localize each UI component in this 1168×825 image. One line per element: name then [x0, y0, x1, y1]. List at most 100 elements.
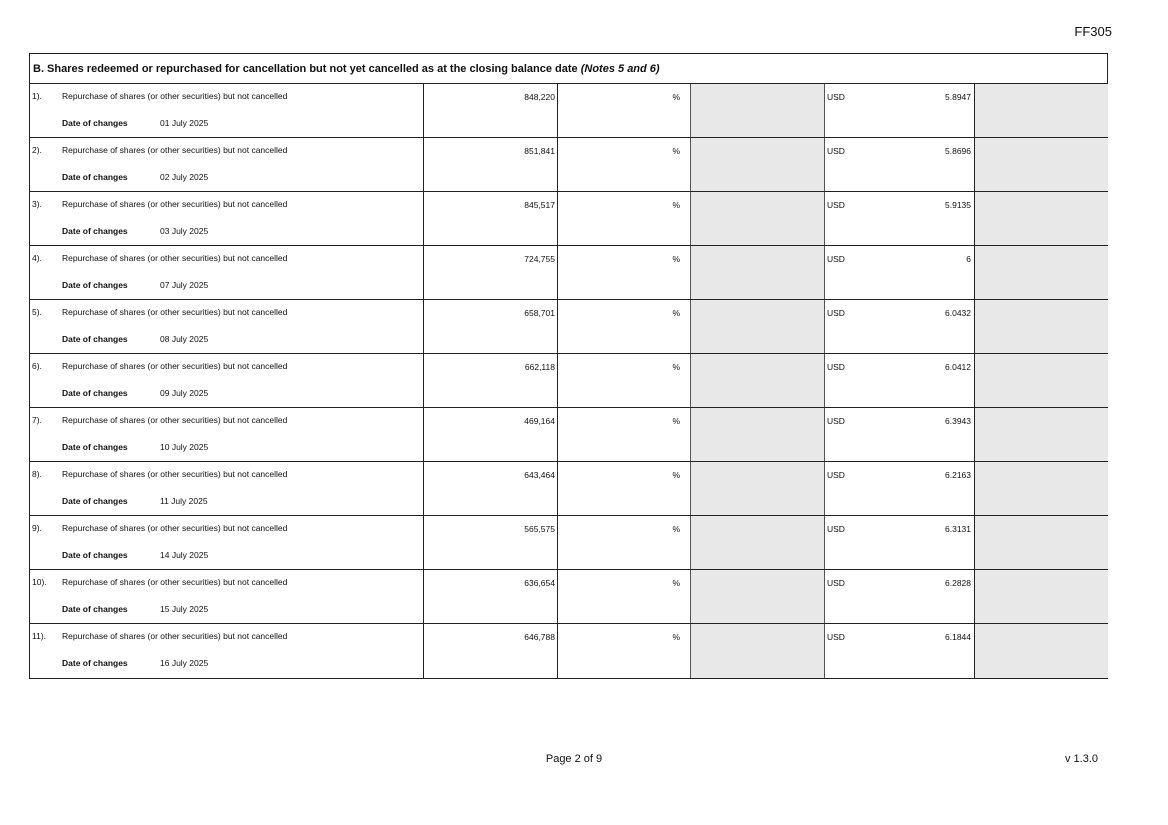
quantity-cell: 845,517: [423, 192, 557, 245]
label-cell: 9). Repurchase of shares (or other securi…: [30, 516, 423, 569]
label-cell: 2). Repurchase of shares (or other securi…: [30, 138, 423, 191]
percent-cell: %: [557, 516, 690, 569]
table-row: 6). Repurchase of shares (or other securi…: [30, 354, 1108, 408]
quantity-cell: 848,220: [423, 84, 557, 137]
row-description: Repurchase of shares (or other securitie…: [62, 577, 288, 587]
date-label: Date of changes: [62, 334, 128, 344]
price-value: 6: [966, 254, 971, 264]
price-value: 5.8947: [945, 92, 971, 102]
date-label: Date of changes: [62, 442, 128, 452]
table-row: 9). Repurchase of shares (or other securi…: [30, 516, 1108, 570]
shaded-cell: [974, 192, 1108, 245]
row-number: 8).: [32, 469, 42, 479]
row-description: Repurchase of shares (or other securitie…: [62, 253, 288, 263]
currency: USD: [827, 632, 845, 642]
row-number: 7).: [32, 415, 42, 425]
date-label: Date of changes: [62, 550, 128, 560]
currency: USD: [827, 524, 845, 534]
page-number: Page 2 of 9: [545, 753, 603, 765]
date-value: 03 July 2025: [160, 226, 209, 236]
price-cell: USD 6.2163: [824, 462, 974, 515]
shaded-cell: [690, 84, 824, 137]
label-cell: 11). Repurchase of shares (or other secur…: [30, 624, 423, 678]
row-description: Repurchase of shares (or other securitie…: [62, 523, 288, 533]
price-cell: USD 6.0432: [824, 300, 974, 353]
table-row: 7). Repurchase of shares (or other securi…: [30, 408, 1108, 462]
date-label: Date of changes: [62, 172, 128, 182]
row-number: 10).: [32, 577, 47, 587]
percent-cell: %: [557, 408, 690, 461]
section-header: B. Shares redeemed or repurchased for ca…: [30, 54, 1107, 84]
price-value: 6.3131: [945, 524, 971, 534]
label-cell: 7). Repurchase of shares (or other securi…: [30, 408, 423, 461]
quantity-cell: 469,164: [423, 408, 557, 461]
shaded-cell: [974, 354, 1108, 407]
row-number: 4).: [32, 253, 42, 263]
shaded-cell: [690, 570, 824, 623]
percent-cell: %: [557, 246, 690, 299]
currency: USD: [827, 308, 845, 318]
shaded-cell: [690, 624, 824, 678]
shaded-cell: [974, 84, 1108, 137]
price-value: 6.2828: [945, 578, 971, 588]
table-row: 11). Repurchase of shares (or other secur…: [30, 624, 1108, 678]
date-value: 15 July 2025: [160, 604, 209, 614]
section-notes: (Notes 5 and 6): [580, 63, 660, 75]
row-number: 6).: [32, 361, 42, 371]
shaded-cell: [974, 138, 1108, 191]
date-value: 16 July 2025: [160, 658, 209, 668]
date-value: 10 July 2025: [160, 442, 209, 452]
currency: USD: [827, 470, 845, 480]
percent-cell: %: [557, 192, 690, 245]
date-label: Date of changes: [62, 388, 128, 398]
date-value: 09 July 2025: [160, 388, 209, 398]
date-value: 14 July 2025: [160, 550, 209, 560]
shaded-cell: [974, 462, 1108, 515]
table-row: 8). Repurchase of shares (or other securi…: [30, 462, 1108, 516]
label-cell: 10). Repurchase of shares (or other secur…: [30, 570, 423, 623]
date-label: Date of changes: [62, 496, 128, 506]
date-label: Date of changes: [62, 226, 128, 236]
price-cell: USD 6.2828: [824, 570, 974, 623]
shaded-cell: [690, 408, 824, 461]
percent-cell: %: [557, 84, 690, 137]
row-number: 9).: [32, 523, 42, 533]
price-value: 5.8696: [945, 146, 971, 156]
form-code: FF305: [1074, 24, 1112, 39]
percent-cell: %: [557, 624, 690, 678]
shaded-cell: [974, 300, 1108, 353]
quantity-cell: 851,841: [423, 138, 557, 191]
date-label: Date of changes: [62, 658, 128, 668]
date-value: 07 July 2025: [160, 280, 209, 290]
label-cell: 1). Repurchase of shares (or other securi…: [30, 84, 423, 137]
quantity-cell: 565,575: [423, 516, 557, 569]
row-number: 3).: [32, 199, 42, 209]
shaded-cell: [690, 516, 824, 569]
label-cell: 4). Repurchase of shares (or other securi…: [30, 246, 423, 299]
percent-cell: %: [557, 462, 690, 515]
table-row: 1). Repurchase of shares (or other securi…: [30, 84, 1108, 138]
date-value: 01 July 2025: [160, 118, 209, 128]
currency: USD: [827, 254, 845, 264]
table-row: 4). Repurchase of shares (or other securi…: [30, 246, 1108, 300]
shaded-cell: [690, 192, 824, 245]
price-value: 6.0432: [945, 308, 971, 318]
currency: USD: [827, 362, 845, 372]
date-value: 02 July 2025: [160, 172, 209, 182]
quantity-cell: 658,701: [423, 300, 557, 353]
quantity-cell: 636,654: [423, 570, 557, 623]
table-row: 5). Repurchase of shares (or other securi…: [30, 300, 1108, 354]
section-title: B. Shares redeemed or repurchased for ca…: [33, 63, 578, 75]
row-description: Repurchase of shares (or other securitie…: [62, 361, 288, 371]
shaded-cell: [974, 246, 1108, 299]
shaded-cell: [690, 354, 824, 407]
percent-cell: %: [557, 300, 690, 353]
currency: USD: [827, 92, 845, 102]
label-cell: 6). Repurchase of shares (or other securi…: [30, 354, 423, 407]
quantity-cell: 646,788: [423, 624, 557, 678]
price-value: 6.1844: [945, 632, 971, 642]
price-cell: USD 6: [824, 246, 974, 299]
price-cell: USD 5.8947: [824, 84, 974, 137]
label-cell: 8). Repurchase of shares (or other securi…: [30, 462, 423, 515]
